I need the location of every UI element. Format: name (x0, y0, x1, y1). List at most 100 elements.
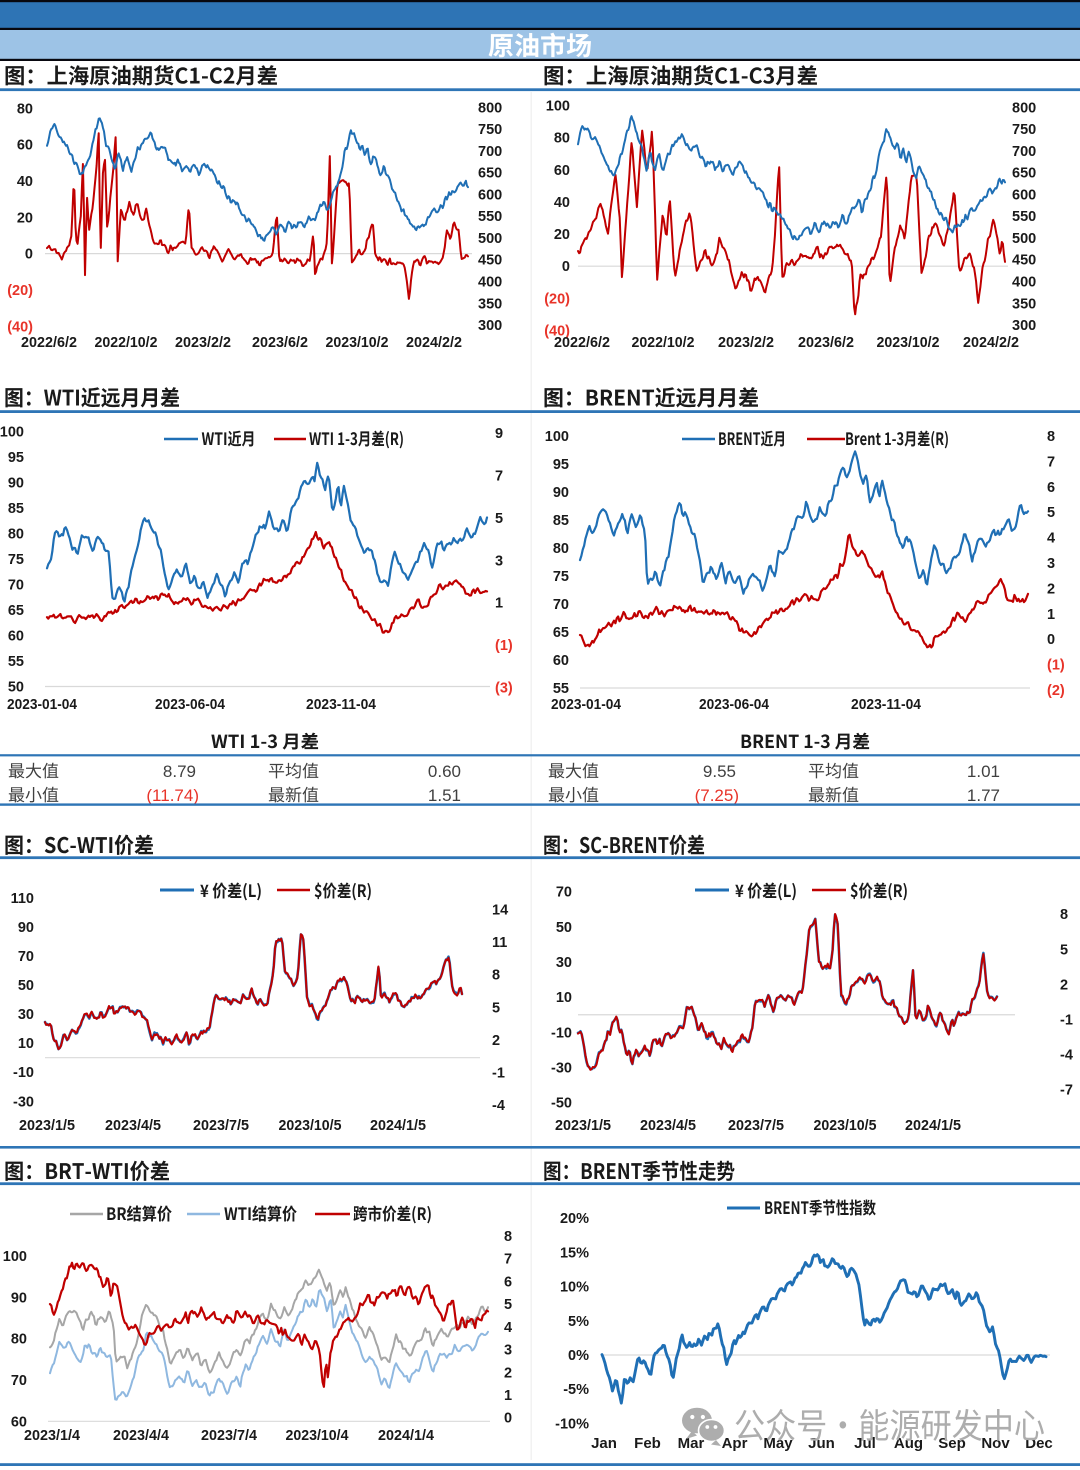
svg-text:May: May (763, 1435, 793, 1452)
svg-text:7: 7 (504, 1252, 512, 1268)
svg-text:8: 8 (504, 1229, 512, 1245)
svg-text:15%: 15% (560, 1245, 589, 1261)
svg-text:6: 6 (1047, 480, 1055, 496)
svg-text:65: 65 (553, 625, 569, 641)
svg-text:3: 3 (1047, 556, 1055, 572)
svg-text:70: 70 (18, 949, 34, 965)
svg-text:2024/1/4: 2024/1/4 (378, 1427, 435, 1444)
svg-text:8: 8 (492, 968, 500, 984)
svg-text:70: 70 (553, 597, 569, 613)
svg-text:10: 10 (18, 1036, 34, 1052)
svg-text:1.51: 1.51 (428, 786, 461, 805)
svg-text:300: 300 (1012, 318, 1036, 334)
svg-text:350: 350 (1012, 296, 1036, 312)
svg-text:2023-11-04: 2023-11-04 (306, 696, 377, 713)
svg-text:50: 50 (556, 920, 572, 936)
svg-text:100: 100 (3, 1249, 27, 1265)
svg-text:60: 60 (17, 138, 33, 154)
svg-text:350: 350 (478, 296, 502, 312)
svg-text:2023/7/5: 2023/7/5 (193, 1117, 249, 1134)
svg-text:85: 85 (8, 501, 24, 517)
svg-text:-10%: -10% (555, 1416, 589, 1432)
svg-text:8.79: 8.79 (163, 762, 196, 781)
svg-text:95: 95 (553, 457, 569, 473)
svg-text:2023/10/5: 2023/10/5 (814, 1117, 877, 1134)
svg-text:600: 600 (478, 187, 502, 203)
svg-text:60: 60 (554, 163, 570, 179)
svg-text:1.01: 1.01 (967, 762, 1000, 781)
svg-text:600: 600 (1012, 187, 1036, 203)
svg-text:2023/1/4: 2023/1/4 (24, 1427, 81, 1444)
svg-text:450: 450 (478, 253, 502, 269)
svg-text:450: 450 (1012, 253, 1036, 269)
svg-text:9: 9 (495, 426, 503, 442)
svg-text:-1: -1 (1060, 1013, 1073, 1029)
svg-text:Jun: Jun (808, 1435, 835, 1452)
svg-text:100: 100 (0, 425, 24, 441)
svg-text:90: 90 (8, 476, 24, 492)
svg-text:11: 11 (492, 935, 507, 951)
svg-text:55: 55 (553, 681, 569, 697)
svg-text:-10: -10 (13, 1065, 34, 1081)
svg-text:2: 2 (1060, 977, 1068, 993)
svg-text:400: 400 (478, 274, 502, 290)
svg-text:Dec: Dec (1025, 1435, 1053, 1452)
svg-text:14: 14 (492, 903, 508, 919)
svg-text:2023-06-04: 2023-06-04 (155, 696, 226, 713)
svg-text:0: 0 (504, 1411, 512, 1427)
svg-text:-4: -4 (1060, 1048, 1073, 1064)
svg-text:0: 0 (562, 259, 570, 275)
svg-text:650: 650 (478, 166, 502, 182)
svg-text:10%: 10% (560, 1280, 589, 1296)
svg-text:40: 40 (554, 195, 570, 211)
svg-text:50: 50 (18, 978, 34, 994)
svg-text:400: 400 (1012, 274, 1036, 290)
svg-text:6: 6 (504, 1274, 512, 1290)
svg-text:5: 5 (504, 1297, 512, 1313)
svg-text:(2): (2) (1047, 683, 1065, 699)
svg-text:300: 300 (478, 318, 502, 334)
svg-text:2023/1/5: 2023/1/5 (19, 1117, 75, 1134)
svg-text:2023-06-04: 2023-06-04 (699, 696, 770, 713)
svg-text:2: 2 (504, 1365, 512, 1381)
svg-text:60: 60 (8, 629, 24, 645)
svg-text:50: 50 (8, 680, 24, 696)
svg-text:(20): (20) (7, 283, 33, 299)
svg-text:4: 4 (504, 1320, 512, 1336)
svg-text:2024/2/2: 2024/2/2 (406, 334, 462, 351)
svg-text:Jan: Jan (591, 1435, 617, 1452)
svg-text:70: 70 (556, 885, 572, 901)
svg-text:2023/10/5: 2023/10/5 (279, 1117, 342, 1134)
svg-text:90: 90 (11, 1290, 27, 1306)
svg-text:7: 7 (495, 469, 503, 485)
svg-text:80: 80 (553, 541, 569, 557)
svg-text:70: 70 (8, 578, 24, 594)
svg-text:(7.25): (7.25) (695, 786, 739, 805)
svg-text:(1): (1) (495, 638, 513, 654)
svg-text:7: 7 (1047, 454, 1055, 470)
svg-text:2023/10/2: 2023/10/2 (326, 334, 389, 351)
svg-text:100: 100 (545, 429, 569, 445)
svg-text:2023/4/4: 2023/4/4 (113, 1427, 170, 1444)
svg-text:(20): (20) (544, 291, 570, 307)
svg-text:30: 30 (18, 1007, 34, 1023)
svg-text:100: 100 (546, 98, 570, 114)
svg-text:5%: 5% (568, 1314, 589, 1330)
svg-text:2: 2 (492, 1033, 500, 1049)
svg-text:3: 3 (504, 1343, 512, 1359)
svg-text:8: 8 (1060, 907, 1068, 923)
svg-text:650: 650 (1012, 166, 1036, 182)
svg-text:2023-01-04: 2023-01-04 (7, 696, 78, 713)
svg-text:80: 80 (8, 527, 24, 543)
svg-text:1: 1 (504, 1388, 512, 1404)
svg-text:40: 40 (17, 174, 33, 190)
svg-text:2022/10/2: 2022/10/2 (632, 334, 695, 351)
svg-text:0: 0 (25, 247, 33, 263)
svg-text:(1): (1) (1047, 658, 1065, 674)
svg-text:20: 20 (554, 227, 570, 243)
svg-text:550: 550 (478, 209, 502, 225)
svg-text:30: 30 (556, 955, 572, 971)
svg-text:60: 60 (553, 653, 569, 669)
svg-text:-10: -10 (551, 1025, 572, 1041)
svg-text:2023/10/2: 2023/10/2 (877, 334, 940, 351)
